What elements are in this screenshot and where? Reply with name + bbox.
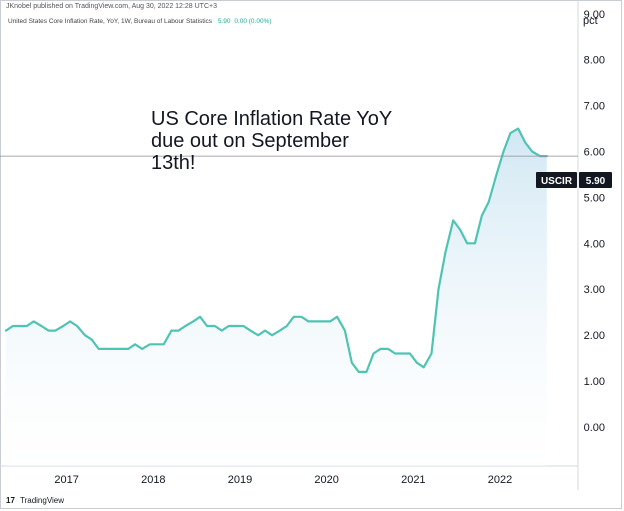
- y-tick-label: 0.00: [584, 422, 605, 434]
- annotation-line-3: 13th!: [151, 152, 196, 174]
- last-value-tag-value: 5.90: [586, 176, 606, 187]
- publisher-line: JKnobel published on TradingView.com, Au…: [6, 3, 217, 10]
- y-tick-label: 6.00: [584, 147, 605, 159]
- y-tick-label: 2.00: [584, 330, 605, 342]
- x-tick-label: 2019: [228, 474, 252, 486]
- legend-title: United States Core Inflation Rate, YoY, …: [8, 18, 213, 25]
- legend-value: 5.90: [217, 18, 231, 25]
- x-tick-label: 2020: [314, 474, 338, 486]
- series-line-uscir[interactable]: [4, 127, 548, 373]
- series-legend[interactable]: United States Core Inflation Rate, YoY, …: [8, 18, 272, 25]
- y-tick-label: 9.00: [584, 9, 605, 21]
- x-tick-label: 2018: [141, 474, 165, 486]
- y-tick-label: 5.00: [584, 192, 605, 204]
- annotation-line-2: due out on September: [151, 130, 349, 152]
- last-value-tag-value-bg: [579, 172, 612, 188]
- y-tick-label: 1.00: [584, 376, 605, 388]
- last-value-tag-symbol-bg: [536, 172, 577, 188]
- last-value-tag-symbol: USCIR: [541, 176, 573, 187]
- x-tick-label: 2017: [54, 474, 78, 486]
- legend-change: 0.00 (0.00%): [234, 18, 272, 25]
- y-tick-label: 3.00: [584, 284, 605, 296]
- footer-brand[interactable]: 17 TradingView: [6, 496, 64, 505]
- y-tick-label: 8.00: [584, 55, 605, 67]
- y-tick-label: 4.00: [584, 238, 605, 250]
- annotation-line-1: US Core Inflation Rate YoY: [151, 108, 393, 130]
- x-tick-label: 2021: [401, 474, 425, 486]
- y-axis-unit: pct: [583, 15, 598, 27]
- footer-brand-name: TradingView: [19, 496, 65, 505]
- x-tick-label: 2022: [488, 474, 512, 486]
- series-area-fill: [6, 128, 547, 466]
- chart-annotation[interactable]: US Core Inflation Rate YoY due out on Se…: [151, 108, 431, 174]
- tradingview-logo-icon: 17: [6, 496, 15, 505]
- y-tick-label: 7.00: [584, 101, 605, 113]
